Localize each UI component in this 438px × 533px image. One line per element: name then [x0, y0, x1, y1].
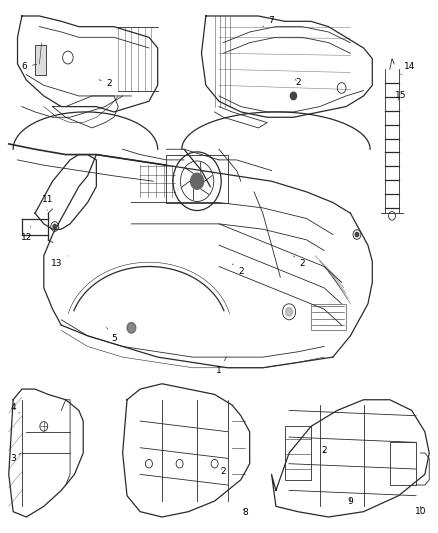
- Text: 10: 10: [415, 506, 426, 516]
- Text: 6: 6: [21, 62, 37, 71]
- Text: 11: 11: [42, 196, 54, 211]
- Text: 9: 9: [347, 497, 353, 505]
- Text: 7: 7: [263, 16, 275, 27]
- Bar: [285, 426, 311, 480]
- Text: 4: 4: [11, 403, 20, 413]
- Bar: [311, 304, 346, 330]
- Text: 12: 12: [21, 227, 32, 241]
- Text: 3: 3: [10, 453, 21, 463]
- Circle shape: [290, 92, 297, 100]
- Text: 13: 13: [51, 256, 68, 268]
- Text: 1: 1: [216, 357, 226, 375]
- Circle shape: [53, 224, 57, 229]
- Bar: [35, 45, 46, 75]
- Text: 14: 14: [401, 62, 415, 75]
- Text: 2: 2: [293, 256, 305, 268]
- Text: 2: 2: [221, 467, 226, 476]
- Text: 2: 2: [232, 264, 244, 276]
- Circle shape: [191, 173, 204, 189]
- Text: 2: 2: [99, 79, 112, 87]
- Circle shape: [286, 308, 293, 316]
- Text: 2: 2: [321, 446, 327, 455]
- Bar: [390, 442, 416, 485]
- Circle shape: [355, 232, 359, 237]
- Bar: [166, 155, 228, 203]
- Text: 5: 5: [106, 327, 117, 343]
- Text: 8: 8: [242, 508, 248, 517]
- Text: 2: 2: [295, 78, 300, 87]
- Circle shape: [127, 322, 136, 333]
- Text: 15: 15: [395, 92, 406, 100]
